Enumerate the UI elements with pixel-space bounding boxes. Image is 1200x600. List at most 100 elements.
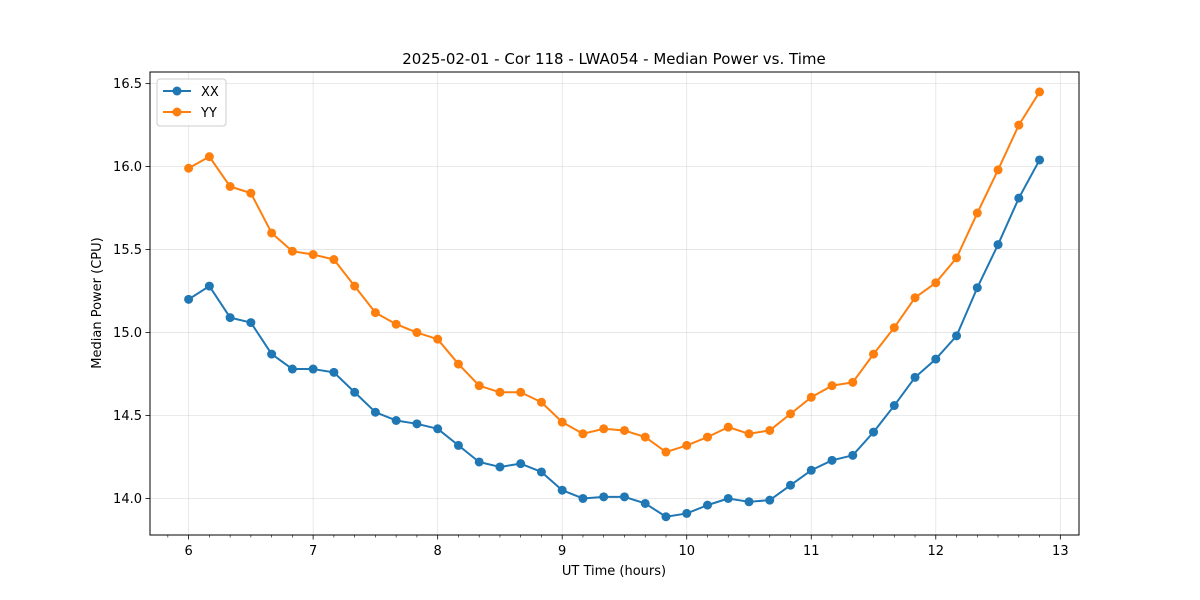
legend-marker-yy xyxy=(172,107,182,117)
data-point-xx xyxy=(1035,155,1045,165)
data-point-xx xyxy=(848,450,858,460)
data-point-xx xyxy=(308,364,318,374)
series-line-yy xyxy=(188,91,1041,454)
data-point-xx xyxy=(806,465,816,475)
data-point-yy xyxy=(619,425,629,435)
data-point-xx xyxy=(972,283,982,293)
data-point-xx xyxy=(453,440,463,450)
data-point-yy xyxy=(267,228,277,238)
data-point-xx xyxy=(184,294,194,304)
legend-label-xx: XX xyxy=(201,85,219,100)
data-point-yy xyxy=(204,152,214,162)
series-line-xx xyxy=(188,159,1041,518)
data-point-xx xyxy=(682,508,692,518)
data-point-yy xyxy=(184,163,194,173)
series-group xyxy=(184,87,1045,522)
y-tick-label: 14.5 xyxy=(113,409,142,424)
data-point-yy xyxy=(723,422,733,432)
data-point-xx xyxy=(557,485,567,495)
data-point-xx xyxy=(765,495,775,505)
data-point-yy xyxy=(910,293,920,303)
legend: XX YY xyxy=(156,78,227,127)
y-tick-label: 14.0 xyxy=(113,492,142,507)
data-point-yy xyxy=(536,397,546,407)
data-point-xx xyxy=(225,313,235,323)
data-point-yy xyxy=(474,381,484,391)
data-point-xx xyxy=(1014,193,1024,203)
data-point-yy xyxy=(391,319,401,329)
data-point-xx xyxy=(578,493,588,503)
data-point-xx xyxy=(661,512,671,522)
data-point-xx xyxy=(536,467,546,477)
data-point-xx xyxy=(785,480,795,490)
y-tick-label: 15.0 xyxy=(113,326,142,341)
data-point-yy xyxy=(785,409,795,419)
data-point-xx xyxy=(204,281,214,291)
data-point-xx xyxy=(599,492,609,502)
data-point-yy xyxy=(495,387,505,397)
x-tick-label: 8 xyxy=(434,544,442,559)
data-point-yy xyxy=(640,432,650,442)
data-point-xx xyxy=(433,424,443,434)
legend-label-yy: YY xyxy=(200,106,217,121)
data-point-yy xyxy=(661,447,671,457)
data-point-xx xyxy=(412,419,422,429)
data-point-xx xyxy=(702,500,712,510)
x-tick-label: 6 xyxy=(184,544,192,559)
data-point-xx xyxy=(869,427,879,437)
x-tick-label: 10 xyxy=(678,544,695,559)
data-point-yy xyxy=(599,424,609,434)
data-point-xx xyxy=(370,407,380,417)
data-point-xx xyxy=(910,372,920,382)
data-point-xx xyxy=(827,455,837,465)
data-point-xx xyxy=(744,497,754,507)
y-tick-label: 15.5 xyxy=(113,243,142,258)
data-point-yy xyxy=(308,250,318,260)
x-tick-label: 9 xyxy=(558,544,566,559)
x-tick-label: 7 xyxy=(309,544,317,559)
data-point-yy xyxy=(993,165,1003,175)
data-point-yy xyxy=(453,359,463,369)
y-tick-label: 16.5 xyxy=(113,77,142,92)
data-point-yy xyxy=(889,323,899,333)
data-point-yy xyxy=(972,208,982,218)
data-point-yy xyxy=(682,440,692,450)
data-point-yy xyxy=(806,392,816,402)
data-point-yy xyxy=(1035,87,1045,97)
data-point-yy xyxy=(702,432,712,442)
data-point-yy xyxy=(225,182,235,192)
x-tick-label: 13 xyxy=(1052,544,1069,559)
x-axis-label: UT Time (hours) xyxy=(562,564,666,579)
data-point-xx xyxy=(640,498,650,508)
data-point-xx xyxy=(723,493,733,503)
data-point-yy xyxy=(952,253,962,263)
data-point-yy xyxy=(578,429,588,439)
data-point-xx xyxy=(516,459,526,469)
x-tick-label: 11 xyxy=(803,544,820,559)
data-point-xx xyxy=(952,331,962,341)
data-point-xx xyxy=(391,415,401,425)
data-point-yy xyxy=(287,246,297,256)
grid xyxy=(150,72,1079,535)
y-axis-label: Median Power (CPU) xyxy=(90,237,105,368)
data-point-xx xyxy=(931,354,941,364)
data-point-xx xyxy=(495,462,505,472)
data-point-yy xyxy=(1014,120,1024,130)
data-point-xx xyxy=(619,492,629,502)
data-point-yy xyxy=(931,278,941,288)
data-point-yy xyxy=(744,429,754,439)
y-tick-label: 16.0 xyxy=(113,160,142,175)
data-point-yy xyxy=(765,425,775,435)
legend-marker-xx xyxy=(172,86,182,96)
data-point-yy xyxy=(246,188,256,198)
data-point-yy xyxy=(329,255,339,265)
data-point-yy xyxy=(350,281,360,291)
data-point-yy xyxy=(370,308,380,318)
data-point-xx xyxy=(993,240,1003,250)
data-point-yy xyxy=(412,328,422,338)
data-point-xx xyxy=(889,401,899,411)
data-point-xx xyxy=(246,318,256,328)
axes: 6 7 8 9 10 11 12 13 14.0 14.5 15.0 15.5 16.0 16.5 xyxy=(113,77,1069,559)
plot-frame xyxy=(149,71,1080,536)
